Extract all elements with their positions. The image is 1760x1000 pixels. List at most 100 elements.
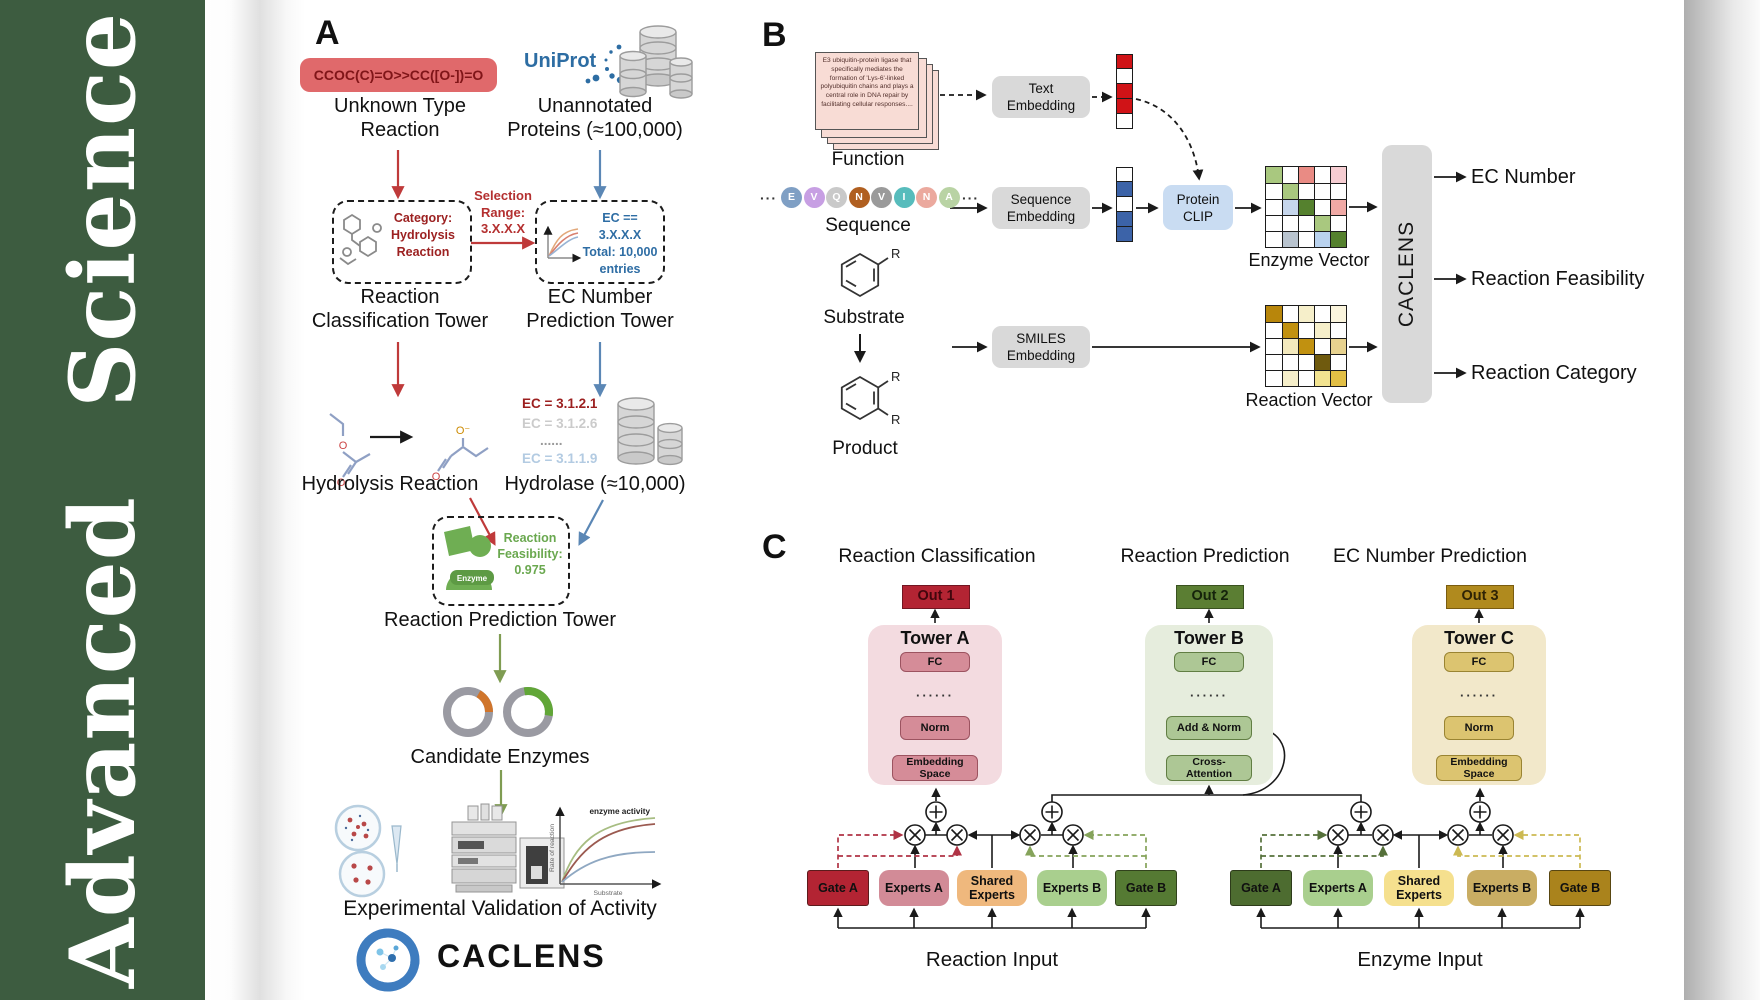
panelA-flow-arrows [370,150,607,818]
matrix-cell [1265,354,1283,372]
hydrolase-label: Hydrolase (≈10,000) [504,473,686,495]
multiply-node [1019,824,1041,846]
tower-b-dots: ······ [1190,688,1228,703]
matrix-cell [1281,166,1299,184]
plot-xlabel: Substrate [593,890,622,897]
tower-c-title: Tower C [1444,628,1514,648]
matrix-cell [1265,337,1283,356]
vector-cell [1116,97,1133,114]
tower-c-norm-box: Norm [1444,716,1514,740]
molecule-cluster-icon [339,213,382,266]
panel-a-label: A [315,14,340,52]
enzyme-blob-icon: Enzyme [444,526,494,590]
matrix-cell [1281,321,1299,339]
tower-b-fc-box: FC [1174,652,1244,672]
matrix-cell [1297,215,1316,233]
out2-box: Out 2 [1176,585,1244,609]
journal-sidebar: Advanced Science [0,0,205,1000]
reaction-vector-grid [1265,305,1348,388]
task-title-ec-number-prediction: EC Number Prediction [1333,545,1527,567]
multiply-node [1372,824,1394,846]
enzyme-vector-grid [1265,166,1348,249]
caclens-bar-text: CACLENS [1395,220,1418,328]
ester-molecule-left: O O [329,413,371,489]
multiply-node [1327,824,1349,846]
smiles-embedding-box: SMILES Embedding [992,326,1090,368]
vector-cell [1116,68,1133,85]
tower-b-title: Tower B [1174,628,1244,648]
tower-c-embedding-space-box: Embedding Space [1436,755,1522,781]
tower-c-fc-box: FC [1444,652,1514,672]
vector-cell [1116,83,1133,100]
sequence-label: Sequence [825,215,911,236]
caclens-brand-text: CACLENS [437,938,606,974]
enzyme-vector-label: Enzyme Vector [1248,250,1370,270]
panel-c-label: C [762,528,787,566]
sequence-ellipsis: ··· [760,190,777,206]
matrix-cell [1281,182,1299,200]
matrix-cell [1330,337,1348,356]
matrix-cell [1281,337,1299,356]
matrix-cell [1330,166,1348,184]
matrix-cell [1314,337,1332,356]
matrix-cell [1314,166,1332,184]
plasmid-icons [443,687,553,737]
matrix-cell [1297,198,1316,217]
matrix-cell [1281,354,1299,372]
reaction-input-label: Reaction Input [925,948,1059,971]
caclens-model-bar: CACLENS [1382,145,1432,403]
matrix-cell [1330,370,1348,388]
residue-V: V [803,187,825,208]
product-molecule: R R [840,369,900,427]
matrix-cell [1297,305,1316,323]
matrix-cell [1265,182,1283,200]
selection-range-text: Selection Range: 3.X.X.X [474,188,532,236]
residue-N: N [916,187,937,208]
matrix-cell [1314,215,1332,233]
vector-cell [1116,181,1133,198]
ec-curves-icon [543,225,582,263]
ec-tower-label: EC Number Prediction Tower [526,286,674,332]
enzyme-shared-experts-box: Shared Experts [1384,870,1454,906]
protein-clip-box: Protein CLIP [1163,185,1233,230]
matrix-cell [1265,231,1283,249]
multiply-node [1492,824,1514,846]
residue-I: I [893,187,915,208]
reaction-smiles-pill: CCOC(C)=O>>CC([O-])=O [300,58,497,92]
enzyme-icon-label: Enzyme [457,574,488,583]
matrix-cell [1297,370,1316,388]
add-node [925,801,947,823]
plot-ylabel: Rate of reaction [549,824,556,872]
matrix-cell [1281,198,1299,217]
sequence-ellipsis: ··· [962,190,979,206]
gate-feedback-dashes [837,829,1581,868]
page-left-shadow [205,0,305,1000]
matrix-cell [1330,231,1348,249]
matrix-cell [1281,215,1299,233]
ec-list-item: EC = 3.1.2.6 [522,416,598,431]
matrix-cell [1314,198,1332,217]
reaction-experts-a-box: Experts A [879,870,949,906]
r-group-label: R [891,412,900,427]
r-group-label: R [891,369,900,384]
tower-a-title: Tower A [900,628,970,648]
residue-E: E [781,187,802,208]
vector-cell [1116,225,1133,242]
uniprot-logo-text: UniProt [524,50,597,72]
add-node [1469,801,1491,823]
matrix-cell [1314,321,1332,339]
matrix-cell [1265,321,1283,339]
matrix-cell [1265,166,1283,184]
ec-list-ellipsis: ...... [540,433,563,448]
matrix-cell [1297,337,1316,356]
multiply-node [1062,824,1084,846]
out1-box: Out 1 [902,585,970,609]
matrix-cell [1265,305,1283,323]
matrix-cell [1314,305,1332,323]
category-text: Category: Hydrolysis Reaction [391,211,455,259]
uniprot-database-icon [619,25,693,99]
enzyme-gate-a-box: Gate A [1230,870,1292,906]
caclens-logo-icon [356,928,420,992]
